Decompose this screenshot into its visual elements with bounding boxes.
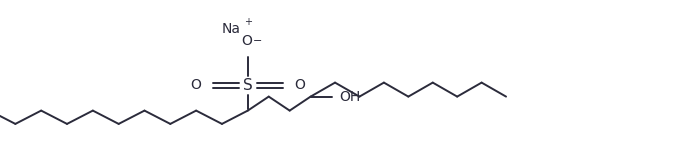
Text: +: + [244,17,252,27]
Text: O: O [295,78,306,92]
Text: S: S [243,78,253,93]
Text: Na: Na [221,22,240,36]
Text: O: O [241,34,252,48]
Text: −: − [253,36,262,46]
Text: O: O [190,78,201,92]
Text: OH: OH [339,90,360,104]
